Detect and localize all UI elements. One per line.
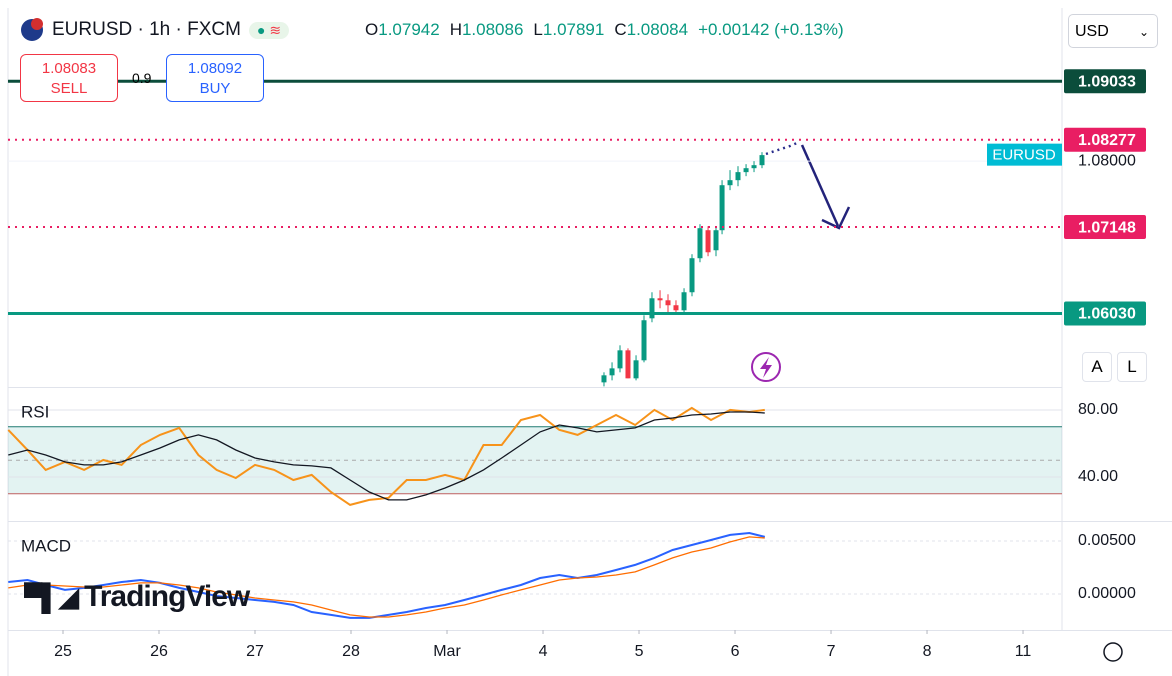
currency: USD bbox=[1075, 23, 1109, 40]
sell-button[interactable]: 1.08083 SELL bbox=[20, 54, 118, 102]
candle-body bbox=[617, 350, 623, 369]
candle-body bbox=[713, 230, 719, 251]
candle-body bbox=[601, 375, 607, 383]
level-label: 1.07148 bbox=[1078, 219, 1136, 236]
buy-price: 1.08092 bbox=[187, 60, 243, 77]
rsi-band bbox=[8, 426, 1062, 494]
y-tick-label: 0.00500 bbox=[1078, 532, 1136, 549]
candle-body bbox=[705, 230, 711, 253]
y-tick-label: 40.00 bbox=[1078, 468, 1118, 485]
candle-body bbox=[697, 228, 703, 259]
x-tick-label: 25 bbox=[54, 643, 72, 660]
projection-dots bbox=[765, 141, 798, 156]
indicator-line bbox=[8, 531, 766, 619]
ohlc-key: H bbox=[449, 20, 462, 39]
log-button[interactable]: L bbox=[1117, 352, 1147, 382]
candle-body bbox=[657, 298, 663, 301]
candle-body bbox=[665, 300, 671, 306]
last-price-name: EURUSD bbox=[992, 147, 1056, 164]
candle-body bbox=[727, 180, 733, 186]
logo: ▀▌◢ TradingView bbox=[24, 580, 250, 613]
sell-label: SELL bbox=[50, 80, 88, 97]
ohlc-value: 1.08086 bbox=[461, 20, 524, 39]
x-tick-label: 11 bbox=[1015, 643, 1032, 660]
candle-body bbox=[689, 258, 695, 293]
level-tag bbox=[1064, 127, 1146, 152]
candle-body bbox=[759, 155, 765, 166]
candle-body bbox=[673, 305, 679, 311]
ohlc-value: 1.07891 bbox=[542, 20, 605, 39]
level-label: 1.09033 bbox=[1078, 73, 1136, 90]
level-tag bbox=[1064, 69, 1146, 94]
pane-label: MACD bbox=[21, 536, 71, 555]
candle-body bbox=[649, 298, 655, 319]
candle-body bbox=[735, 172, 741, 181]
candle-body bbox=[633, 360, 639, 379]
candle-body bbox=[681, 292, 687, 311]
indicator-line bbox=[7, 406, 765, 506]
level-label: 1.08277 bbox=[1078, 132, 1136, 149]
logo-text: TradingView bbox=[84, 580, 250, 613]
y-tick-label: 1.08000 bbox=[1078, 152, 1136, 169]
pane-label: RSI bbox=[21, 402, 49, 421]
status-badge: ● ≋ bbox=[248, 21, 290, 39]
candle-body bbox=[625, 350, 631, 379]
candle-body bbox=[751, 165, 757, 169]
level-label: 1.06030 bbox=[1078, 306, 1136, 323]
x-tick-label: 7 bbox=[827, 643, 836, 660]
x-tick-label: 27 bbox=[246, 643, 264, 660]
level-tag bbox=[1064, 215, 1146, 240]
ohlc-key: C bbox=[614, 20, 627, 39]
x-tick-label: 8 bbox=[923, 643, 932, 660]
ohlc-value: 1.08084 bbox=[626, 20, 689, 39]
ohlc-item: L1.07891 bbox=[533, 20, 604, 40]
arrow-head bbox=[821, 206, 851, 230]
currency-select[interactable]: USD ⌄ bbox=[1068, 14, 1158, 48]
x-tick-label: 26 bbox=[150, 643, 168, 660]
y-tick-label: 80.00 bbox=[1078, 401, 1118, 418]
x-tick-label: 6 bbox=[731, 643, 740, 660]
ohlc-value: 1.07942 bbox=[378, 20, 440, 39]
symbol-header: EURUSD · 1h · FXCM ● ≋ bbox=[20, 18, 290, 42]
sell-price: 1.08083 bbox=[41, 60, 97, 77]
buy-label: BUY bbox=[199, 80, 231, 97]
symbol: EURUSD · 1h · FXCM bbox=[52, 19, 241, 40]
flag-icon bbox=[21, 18, 43, 41]
ohlc-item: H1.08086 bbox=[450, 20, 524, 40]
arrow bbox=[800, 144, 840, 227]
ohlc-key: L bbox=[533, 20, 543, 39]
level-tag bbox=[1064, 301, 1146, 326]
x-tick-label: 28 bbox=[342, 643, 360, 660]
ohlc-item: O1.07942 bbox=[365, 20, 440, 40]
candle-body bbox=[641, 320, 647, 361]
candle-body bbox=[743, 168, 749, 173]
buy-button[interactable]: 1.08092 BUY bbox=[166, 54, 264, 102]
candle-body bbox=[719, 185, 725, 231]
indicator-line bbox=[8, 536, 765, 618]
ohlc-key: O bbox=[365, 20, 379, 39]
lightning bbox=[760, 357, 772, 378]
x-tick-label: 4 bbox=[539, 643, 548, 660]
ohlc-values: O1.07942 H1.08086 L1.07891 C1.08084 +0.00142… bbox=[365, 20, 844, 40]
y-tick-label: 0.00000 bbox=[1078, 585, 1136, 602]
ohlc-item: C1.08084 bbox=[614, 20, 688, 40]
settings-icon[interactable] bbox=[1103, 642, 1123, 662]
x-tick-label: 5 bbox=[635, 643, 644, 660]
indicator-line bbox=[8, 411, 765, 501]
last-price-tag bbox=[987, 143, 1062, 166]
x-tick-label: Mar bbox=[433, 643, 461, 660]
spread: 0.9 bbox=[132, 70, 152, 86]
candle-body bbox=[609, 368, 615, 376]
change: +0.00142 (+0.13%) bbox=[698, 20, 844, 39]
auto-button[interactable]: A bbox=[1082, 352, 1112, 382]
